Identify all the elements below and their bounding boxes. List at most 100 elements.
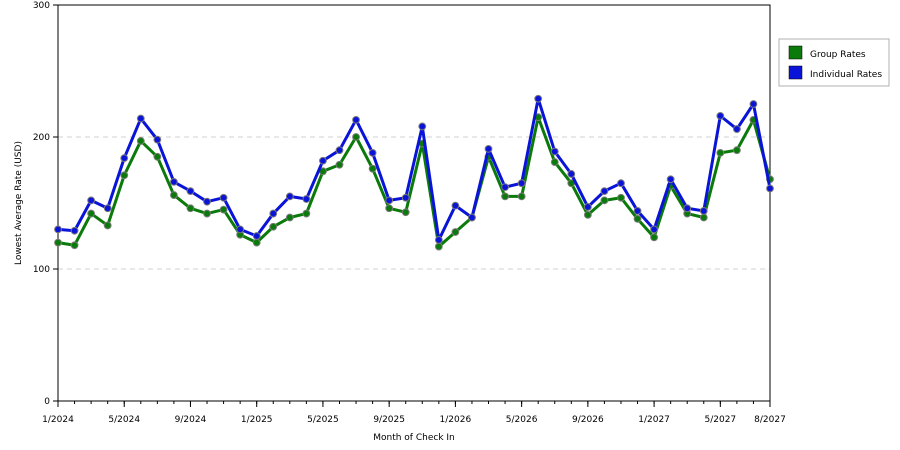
data-point: [600, 196, 609, 205]
x-tick-label: 8/2027: [754, 415, 786, 425]
data-point: [385, 196, 394, 205]
data-point: [186, 204, 195, 213]
data-point: [352, 133, 360, 141]
x-tick-label: 5/2024: [108, 415, 140, 425]
data-point: [136, 114, 145, 123]
series-group-rates: [54, 113, 774, 251]
data-point: [683, 204, 692, 213]
data-point: [70, 226, 79, 235]
data-point: [302, 195, 311, 203]
data-point: [302, 209, 311, 218]
gridlines: [58, 136, 770, 270]
data-point: [368, 148, 377, 157]
x-tick-label: 9/2025: [373, 415, 405, 425]
data-point: [766, 184, 774, 193]
data-point: [153, 152, 162, 161]
data-point: [650, 233, 658, 242]
data-point: [716, 148, 725, 157]
data-point: [451, 201, 460, 210]
data-point: [484, 144, 493, 153]
data-point: [269, 209, 278, 218]
data-point: [236, 225, 245, 234]
x-tick-label: 5/2026: [506, 415, 538, 425]
data-point: [434, 236, 443, 244]
data-point: [54, 238, 62, 247]
data-point: [319, 156, 327, 165]
x-tick-label: 1/2025: [241, 415, 273, 425]
plot-area: [57, 4, 771, 402]
data-point: [468, 213, 476, 222]
data-point: [517, 192, 526, 201]
data-point: [716, 111, 725, 120]
x-axis: 1/2024 5/2024 9/2024 1/2025 5/2025 9/2025 1/20…: [42, 401, 786, 425]
legend-label-group: Group Rates: [810, 50, 866, 60]
data-point: [501, 183, 509, 192]
y-axis: 0 100 200 300: [33, 1, 58, 407]
data-point: [87, 196, 96, 205]
data-point: [153, 135, 162, 144]
data-point: [583, 203, 592, 211]
data-point: [170, 191, 178, 199]
data-point: [368, 164, 377, 173]
x-tick-label: 5/2025: [307, 415, 339, 425]
data-point: [87, 209, 96, 218]
data-point: [451, 228, 460, 236]
data-point: [120, 154, 129, 163]
data-point: [633, 207, 642, 215]
data-point: [352, 115, 360, 124]
data-point: [335, 146, 344, 155]
x-tick-label: 1/2026: [440, 415, 472, 425]
data-point: [550, 158, 559, 166]
data-point: [401, 193, 410, 202]
data-point: [252, 232, 261, 240]
data-point: [186, 187, 195, 196]
data-point: [567, 170, 576, 178]
x-axis-title: Month of Check In: [373, 433, 455, 443]
data-point: [203, 197, 211, 206]
data-point: [70, 241, 79, 250]
data-point: [600, 187, 609, 196]
data-point: [534, 94, 543, 103]
data-point: [666, 175, 675, 184]
data-point: [103, 204, 112, 213]
data-point: [252, 238, 261, 247]
legend-swatch-individual: [788, 65, 803, 80]
data-point: [732, 146, 741, 155]
x-tick-label: 1/2027: [638, 415, 670, 425]
y-tick-label: 200: [33, 133, 50, 143]
data-point: [517, 179, 526, 188]
data-point: [219, 205, 228, 214]
data-point: [418, 122, 427, 131]
x-tick-label: 5/2027: [704, 415, 736, 425]
y-tick-label: 100: [33, 265, 50, 275]
data-point: [617, 179, 625, 188]
legend-label-individual: Individual Rates: [810, 70, 882, 80]
data-point: [120, 171, 129, 180]
data-point: [285, 213, 294, 222]
data-point: [269, 222, 278, 231]
series-individual-rates: [54, 94, 774, 244]
legend: Group Rates Individual Rates: [778, 38, 890, 87]
data-point: [550, 147, 559, 156]
data-point: [203, 209, 211, 218]
data-point: [434, 242, 443, 251]
data-point: [699, 213, 708, 222]
data-point: [617, 193, 625, 202]
data-point: [103, 221, 112, 230]
series-line: [57, 97, 772, 242]
series-layer: [54, 94, 774, 251]
data-point: [335, 160, 344, 169]
y-axis-title: Lowest Average Rate (USD): [14, 141, 24, 265]
data-point: [285, 192, 294, 201]
x-tick-label: 1/2024: [42, 415, 74, 425]
x-tick-label: 9/2024: [175, 415, 207, 425]
data-point: [219, 193, 228, 202]
data-point: [650, 225, 658, 234]
x-tick-label: 9/2026: [572, 415, 604, 425]
legend-swatch-group: [788, 45, 803, 60]
data-point: [385, 204, 394, 213]
data-point: [583, 210, 592, 219]
data-point: [749, 100, 758, 108]
data-point: [699, 207, 708, 215]
